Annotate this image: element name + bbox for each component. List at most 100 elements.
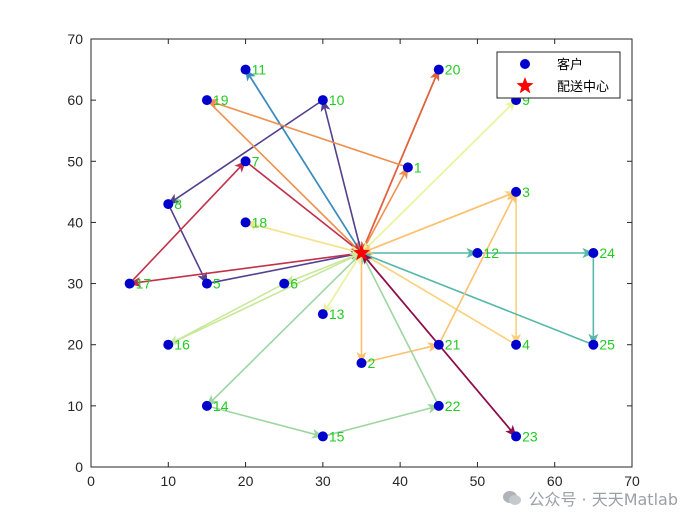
route-arrow	[245, 160, 363, 254]
customer-label: 12	[483, 245, 499, 261]
x-tick-label: 40	[392, 473, 408, 489]
customer-point	[588, 248, 599, 258]
route-arrow	[244, 69, 363, 254]
customer-label: 9	[522, 92, 530, 108]
customer-label: 11	[252, 62, 267, 78]
route-arrow	[167, 203, 208, 285]
customer-label: 22	[445, 398, 461, 414]
legend-customer-marker	[520, 59, 530, 69]
customer-point	[511, 339, 522, 350]
customer-label: 19	[213, 92, 229, 108]
customer-point	[201, 278, 212, 289]
customer-point	[511, 431, 522, 442]
route-arrow	[167, 252, 363, 346]
route-arrow	[322, 403, 440, 438]
customer-label: 16	[174, 337, 190, 353]
customer-point	[240, 156, 251, 167]
route-arrow	[360, 252, 594, 346]
customer-label: 1	[414, 159, 422, 175]
customer-point	[356, 358, 367, 369]
route-arrow	[360, 191, 517, 254]
x-tick-label: 50	[470, 473, 486, 489]
y-tick-label: 40	[67, 214, 83, 230]
route-arrow	[205, 98, 409, 169]
customer-label: 6	[290, 276, 298, 292]
route-arrow	[360, 69, 440, 254]
customer-label: 23	[522, 428, 538, 444]
route-arrow	[361, 342, 440, 364]
customer-point	[317, 95, 328, 106]
customer-label: 7	[252, 153, 260, 169]
customer-point	[317, 431, 328, 442]
customer-label: 13	[329, 306, 345, 322]
customer-label: 14	[213, 398, 229, 414]
route-arrow	[322, 252, 363, 315]
customer-point	[240, 64, 251, 75]
customer-point	[124, 278, 135, 289]
route-arrow	[206, 405, 324, 439]
customer-label: 20	[445, 62, 461, 78]
y-tick-label: 30	[67, 276, 83, 292]
route-arrow	[360, 166, 409, 254]
route-arrow	[360, 252, 517, 346]
customer-point	[163, 199, 174, 210]
customer-label: 10	[329, 92, 345, 108]
legend-customer-label: 客户	[557, 57, 583, 73]
y-tick-label: 70	[67, 31, 83, 47]
legend-depot-marker	[516, 77, 534, 94]
watermark-text: 公众号 · 天天Matlab	[528, 490, 678, 509]
customer-label: 21	[445, 337, 461, 353]
customer-point	[433, 400, 444, 411]
customer-label: 2	[368, 355, 376, 371]
customer-label: 3	[522, 184, 530, 200]
customer-point	[163, 339, 174, 350]
route-arrow	[167, 99, 324, 205]
customer-point	[240, 217, 251, 228]
route-arrow	[283, 252, 362, 285]
route-arrow	[206, 252, 363, 407]
customer-label: 5	[213, 276, 221, 292]
route-arrow	[360, 99, 517, 254]
route-arrow	[320, 99, 363, 254]
depot-marker	[352, 244, 371, 261]
customer-point	[201, 95, 212, 106]
customer-point	[511, 186, 522, 197]
x-tick-label: 70	[624, 473, 640, 489]
x-tick-label: 10	[160, 473, 176, 489]
y-tick-label: 50	[67, 153, 83, 169]
x-tick-label: 30	[315, 473, 331, 489]
x-tick-label: 0	[87, 473, 95, 489]
y-tick-label: 60	[67, 92, 83, 108]
y-tick-label: 10	[67, 398, 83, 414]
customer-label: 15	[329, 428, 345, 444]
y-tick-label: 0	[75, 459, 83, 475]
route-arrow	[128, 252, 362, 288]
x-tick-label: 20	[238, 473, 254, 489]
watermark: 公众号 · 天天Matlab	[502, 486, 678, 510]
customer-point	[279, 278, 290, 289]
customer-label: 8	[174, 196, 182, 212]
route-arrow	[438, 190, 517, 346]
axis-ticks: 0 10 20 30 40 50 60 70 0 10 20 30 40 50 60 70	[67, 31, 640, 489]
route-arrows	[128, 68, 599, 439]
customer-point	[588, 339, 599, 350]
y-tick-label: 20	[67, 337, 83, 353]
route-arrow	[129, 160, 247, 285]
customer-point	[317, 309, 328, 320]
legend: 客户 配送中心	[496, 51, 621, 99]
route-arrow	[206, 99, 363, 254]
route-arrow	[245, 221, 363, 256]
customer-label: 17	[136, 276, 152, 292]
route-arrow	[206, 250, 363, 285]
customer-label: 18	[252, 214, 268, 230]
customer-label: 4	[522, 337, 530, 353]
legend-box	[496, 51, 621, 99]
x-tick-label: 60	[547, 473, 563, 489]
customer-label: 24	[599, 245, 615, 261]
route-arrow	[167, 282, 285, 346]
legend-depot-label: 配送中心	[557, 80, 609, 95]
customer-point	[402, 162, 413, 173]
customer-point	[472, 248, 483, 258]
